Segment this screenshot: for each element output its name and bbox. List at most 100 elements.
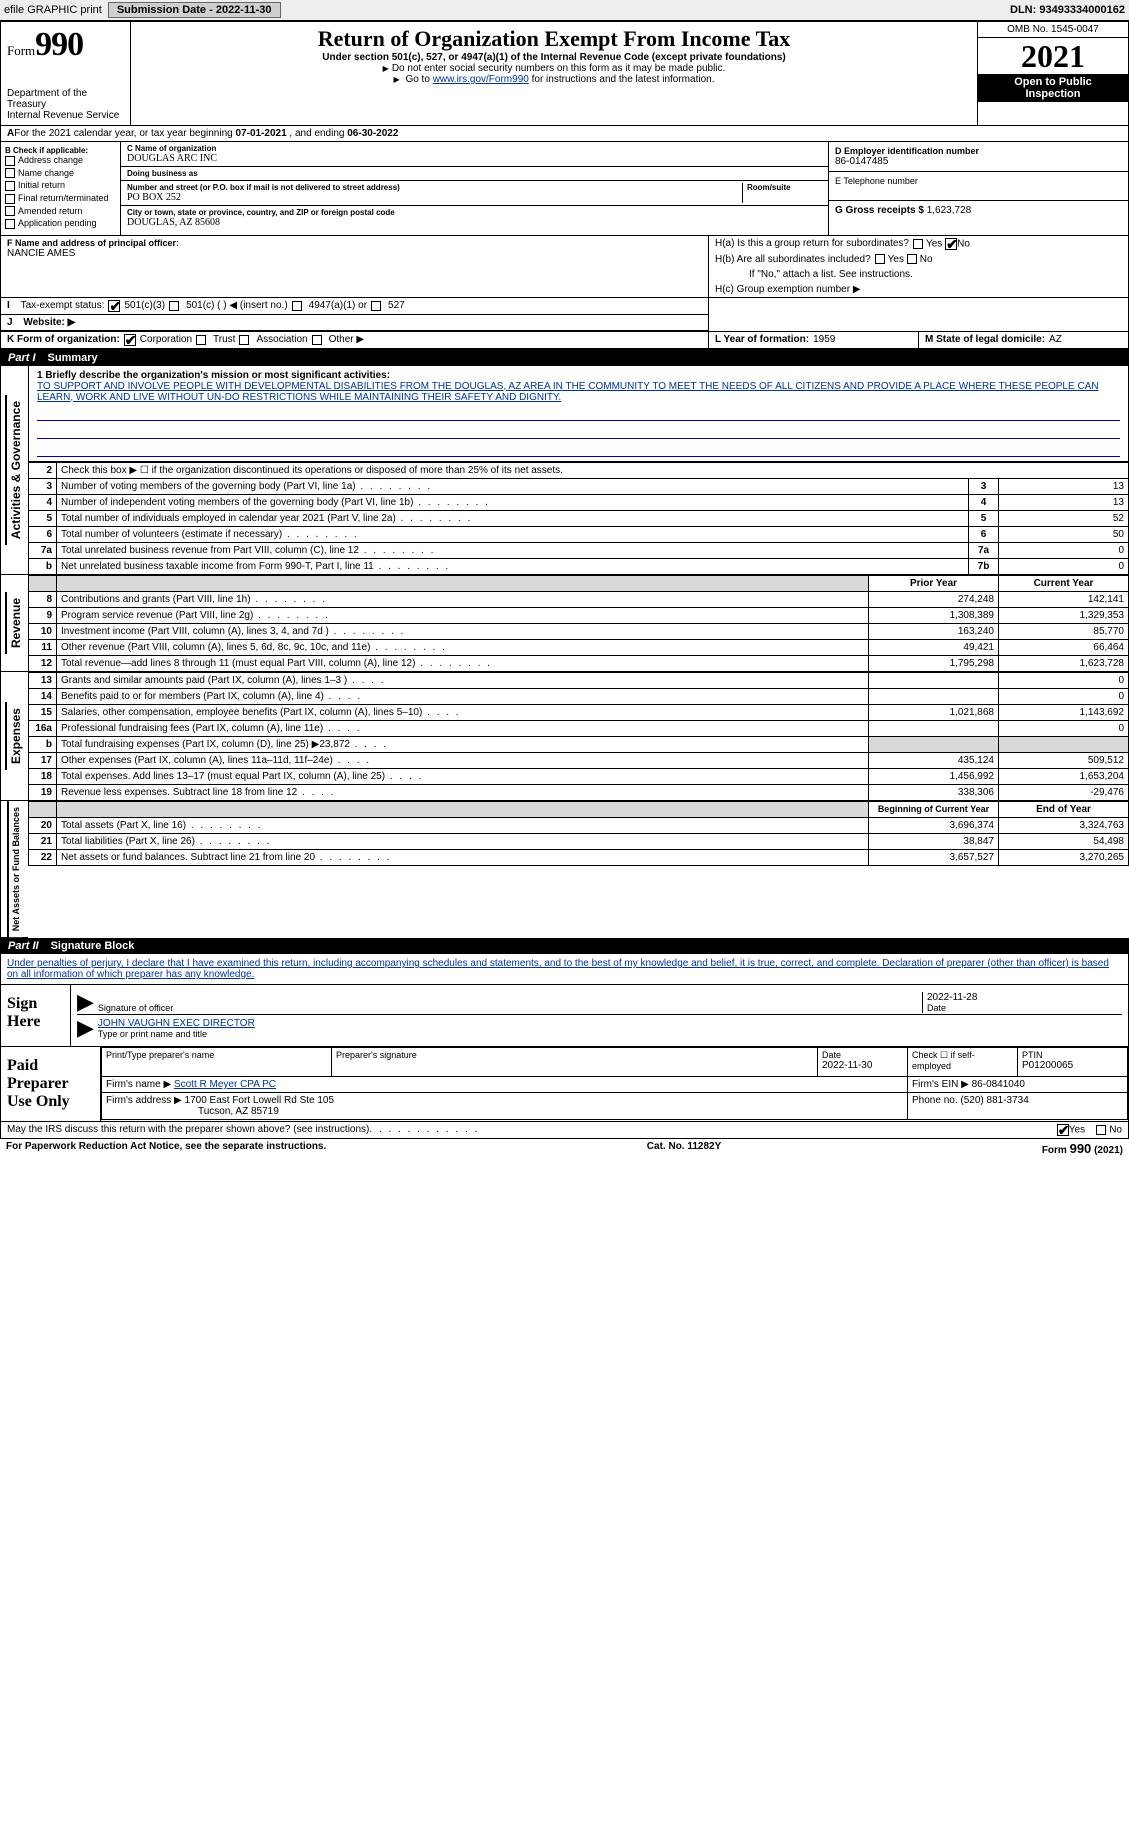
check-final-return[interactable]: Final return/terminated: [5, 193, 116, 204]
website-label: Website: ▶: [23, 317, 75, 328]
hb-note: If "No," attach a list. See instructions…: [709, 267, 1128, 282]
part1-header: Part I Summary: [0, 350, 1129, 366]
col-de: D Employer identification number 86-0147…: [828, 142, 1128, 235]
tax-year: 2021: [978, 38, 1128, 74]
firm-addr2: Tucson, AZ 85719: [198, 1106, 279, 1117]
ssn-note: Do not enter social security numbers on …: [137, 63, 971, 74]
col-c-name-address: C Name of organization DOUGLAS ARC INC D…: [121, 142, 828, 235]
check-other[interactable]: [312, 335, 322, 345]
form-title: Return of Organization Exempt From Incom…: [137, 26, 971, 52]
table-row: 5Total number of individuals employed in…: [29, 510, 1129, 526]
side-label-rev: Revenue: [5, 592, 25, 654]
paid-preparer-label: Paid Preparer Use Only: [1, 1047, 101, 1121]
city-state-zip: DOUGLAS, AZ 85608: [127, 217, 822, 228]
table-row: 11Other revenue (Part VIII, column (A), …: [29, 639, 1129, 655]
check-initial-return[interactable]: Initial return: [5, 180, 116, 191]
check-501c[interactable]: [169, 301, 179, 311]
footer: For Paperwork Reduction Act Notice, see …: [0, 1139, 1129, 1158]
discuss-row: May the IRS discuss this return with the…: [0, 1122, 1129, 1139]
firm-addr1: 1700 East Fort Lowell Rd Ste 105: [185, 1095, 335, 1106]
preparer-table: Print/Type preparer's name Preparer's si…: [101, 1047, 1128, 1120]
cat-no: Cat. No. 11282Y: [647, 1141, 721, 1156]
table-row: 14Benefits paid to or for members (Part …: [29, 688, 1129, 704]
hb-label: H(b) Are all subordinates included?: [715, 254, 871, 265]
discuss-yes-checked[interactable]: [1057, 1124, 1069, 1136]
exp-table: 13Grants and similar amounts paid (Part …: [28, 672, 1129, 801]
check-corporation[interactable]: [124, 334, 136, 346]
paid-preparer-block: Paid Preparer Use Only Print/Type prepar…: [0, 1047, 1129, 1122]
table-row: 18Total expenses. Add lines 13–17 (must …: [29, 768, 1129, 784]
table-row: 15Salaries, other compensation, employee…: [29, 704, 1129, 720]
table-row: 2Check this box ▶ ☐ if the organization …: [29, 462, 1129, 478]
ptin-value: P01200065: [1022, 1060, 1123, 1071]
fh-block: F Name and address of principal officer:…: [0, 236, 1129, 298]
form-990-label: Form990: [7, 26, 124, 64]
check-4947[interactable]: [292, 301, 302, 311]
check-501c3[interactable]: [108, 300, 120, 312]
table-row: 20Total assets (Part X, line 16)3,696,37…: [29, 817, 1129, 833]
table-row: bNet unrelated business taxable income f…: [29, 558, 1129, 574]
irs-label: Internal Revenue Service: [7, 110, 124, 121]
org-name: DOUGLAS ARC INC: [127, 153, 822, 164]
part2-header: Part II Signature Block: [0, 938, 1129, 954]
sign-here-label: Sign Here: [1, 985, 71, 1046]
state-domicile: AZ: [1049, 334, 1062, 345]
table-row: 10Investment income (Part VIII, column (…: [29, 623, 1129, 639]
efile-label: efile GRAPHIC print: [4, 4, 102, 16]
discuss-no[interactable]: [1096, 1125, 1106, 1135]
open-public-badge: Open to Public Inspection: [978, 74, 1128, 102]
efile-topbar: efile GRAPHIC print Submission Date - 20…: [0, 0, 1129, 21]
check-application-pending[interactable]: Application pending: [5, 218, 116, 229]
table-row: 8Contributions and grants (Part VIII, li…: [29, 591, 1129, 607]
gov-table: 2Check this box ▶ ☐ if the organization …: [28, 462, 1129, 575]
ha-label: H(a) Is this a group return for subordin…: [715, 238, 909, 249]
ha-no-checked[interactable]: [945, 238, 957, 250]
rev-section: Revenue Prior YearCurrent Year8Contribut…: [0, 575, 1129, 672]
table-row: Prior YearCurrent Year: [29, 575, 1129, 591]
check-527[interactable]: [371, 301, 381, 311]
check-address-change[interactable]: Address change: [5, 155, 116, 166]
hb-yesno: Yes No: [875, 254, 933, 265]
check-trust[interactable]: [196, 335, 206, 345]
sign-date: 2022-11-28: [927, 992, 1122, 1003]
form-subtitle: Under section 501(c), 527, or 4947(a)(1)…: [137, 52, 971, 63]
table-row: 4Number of independent voting members of…: [29, 494, 1129, 510]
na-section: Net Assets or Fund Balances Beginning of…: [0, 801, 1129, 938]
mission-text[interactable]: TO SUPPORT AND INVOLVE PEOPLE WITH DEVEL…: [37, 381, 1099, 403]
jurat-block: Under penalties of perjury, I declare th…: [0, 954, 1129, 985]
klm-block: K Form of organization: Corporation Trus…: [0, 332, 1129, 350]
street-address: PO BOX 252: [127, 192, 742, 203]
discuss-yesno: Yes No: [1057, 1124, 1122, 1136]
irs-link[interactable]: www.irs.gov/Form990: [433, 74, 529, 85]
check-name-change[interactable]: Name change: [5, 168, 116, 179]
table-row: 3Number of voting members of the governi…: [29, 478, 1129, 494]
table-row: 17Other expenses (Part IX, column (A), l…: [29, 752, 1129, 768]
sign-here-block: Sign Here ▶ Signature of officer 2022-11…: [0, 985, 1129, 1047]
dln-label: DLN: 93493334000162: [1010, 4, 1125, 16]
firm-phone: (520) 881-3734: [960, 1095, 1028, 1106]
table-row: 19Revenue less expenses. Subtract line 1…: [29, 784, 1129, 800]
firm-name[interactable]: Scott R Meyer CPA PC: [174, 1079, 276, 1090]
ha-yesno: Yes No: [913, 238, 970, 250]
table-row: 12Total revenue—add lines 8 through 11 (…: [29, 655, 1129, 671]
jurat-text[interactable]: Under penalties of perjury, I declare th…: [7, 958, 1109, 980]
sig-arrow-icon-2: ▶: [77, 1017, 94, 1039]
submission-date-button[interactable]: Submission Date - 2022-11-30: [108, 2, 281, 18]
goto-note: Go to www.irs.gov/Form990 for instructio…: [137, 74, 971, 85]
hc-label: H(c) Group exemption number ▶: [709, 282, 1128, 297]
side-label-exp: Expenses: [5, 702, 25, 770]
check-amended-return[interactable]: Amended return: [5, 206, 116, 217]
check-association[interactable]: [239, 335, 249, 345]
self-employed-check[interactable]: Check ☐ if self-employed: [912, 1050, 1013, 1071]
side-label-gov: Activities & Governance: [5, 395, 25, 545]
table-row: 22Net assets or fund balances. Subtract …: [29, 849, 1129, 865]
mission-box: 1 Briefly describe the organization's mi…: [28, 366, 1129, 462]
table-row: Beginning of Current YearEnd of Year: [29, 801, 1129, 817]
table-row: 16aProfessional fundraising fees (Part I…: [29, 720, 1129, 736]
col-b-checkboxes: B Check if applicable: Address change Na…: [1, 142, 121, 235]
table-row: 13Grants and similar amounts paid (Part …: [29, 672, 1129, 688]
officer-name[interactable]: JOHN VAUGHN EXEC DIRECTOR: [98, 1018, 255, 1029]
gov-section: Activities & Governance 1 Briefly descri…: [0, 366, 1129, 575]
table-row: 21Total liabilities (Part X, line 26)38,…: [29, 833, 1129, 849]
table-row: 7aTotal unrelated business revenue from …: [29, 542, 1129, 558]
